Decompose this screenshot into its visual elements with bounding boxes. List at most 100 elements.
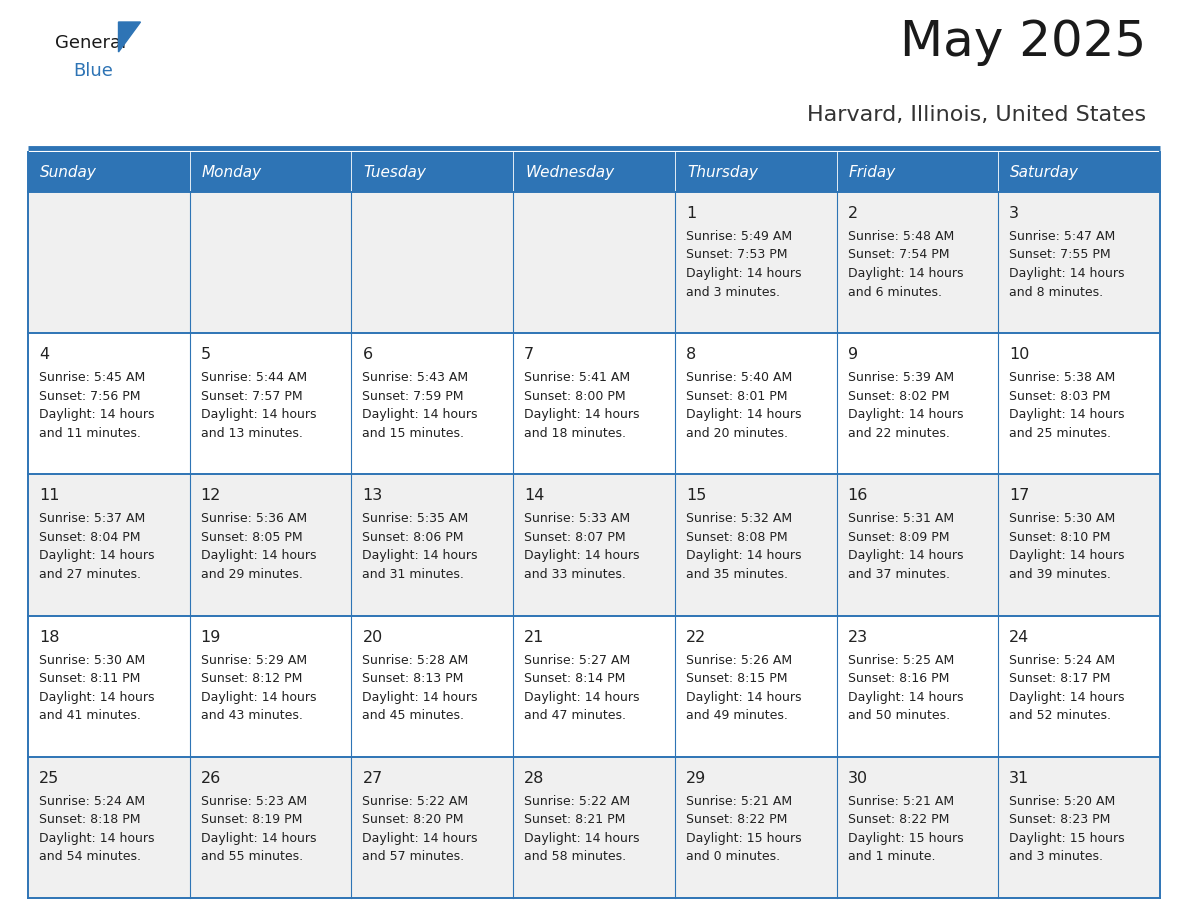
Text: and 33 minutes.: and 33 minutes.	[524, 568, 626, 581]
Bar	[836, 616, 998, 756]
Text: and 39 minutes.: and 39 minutes.	[1010, 568, 1111, 581]
Text: Daylight: 14 hours: Daylight: 14 hours	[201, 832, 316, 845]
Text: Sunrise: 5:48 AM: Sunrise: 5:48 AM	[847, 230, 954, 243]
Bar	[998, 616, 1159, 756]
Bar	[675, 475, 836, 616]
Text: Sunrise: 5:47 AM: Sunrise: 5:47 AM	[1010, 230, 1116, 243]
Text: Sunset: 8:22 PM: Sunset: 8:22 PM	[847, 813, 949, 826]
Text: and 3 minutes.: and 3 minutes.	[1010, 850, 1104, 863]
Bar	[675, 192, 836, 333]
Text: Daylight: 14 hours: Daylight: 14 hours	[847, 267, 963, 280]
Bar	[998, 192, 1159, 333]
Text: Sunset: 7:53 PM: Sunset: 7:53 PM	[685, 249, 788, 262]
Text: and 37 minutes.: and 37 minutes.	[847, 568, 949, 581]
Bar	[513, 333, 675, 475]
Text: Wednesday: Wednesday	[525, 164, 614, 180]
Text: Daylight: 14 hours: Daylight: 14 hours	[201, 549, 316, 563]
Text: Daylight: 14 hours: Daylight: 14 hours	[362, 690, 478, 703]
Text: Sunset: 8:00 PM: Sunset: 8:00 PM	[524, 390, 626, 403]
Text: Daylight: 15 hours: Daylight: 15 hours	[685, 832, 802, 845]
Bar	[836, 192, 998, 333]
Text: Sunset: 8:23 PM: Sunset: 8:23 PM	[1010, 813, 1111, 826]
Text: Thursday: Thursday	[687, 164, 758, 180]
Bar	[836, 475, 998, 616]
Bar	[675, 333, 836, 475]
Text: and 8 minutes.: and 8 minutes.	[1010, 285, 1104, 298]
Bar	[675, 152, 836, 192]
Text: 29: 29	[685, 771, 706, 786]
Text: 28: 28	[524, 771, 544, 786]
Text: Daylight: 14 hours: Daylight: 14 hours	[524, 549, 639, 563]
Bar	[190, 616, 352, 756]
Bar	[513, 475, 675, 616]
Bar	[190, 192, 352, 333]
Text: Daylight: 15 hours: Daylight: 15 hours	[1010, 832, 1125, 845]
Bar	[513, 152, 675, 192]
Text: 18: 18	[39, 630, 59, 644]
Text: Daylight: 14 hours: Daylight: 14 hours	[1010, 267, 1125, 280]
Text: Sunrise: 5:28 AM: Sunrise: 5:28 AM	[362, 654, 469, 666]
Text: Sunrise: 5:22 AM: Sunrise: 5:22 AM	[524, 795, 631, 808]
Text: 11: 11	[39, 488, 59, 503]
Text: Sunset: 8:04 PM: Sunset: 8:04 PM	[39, 531, 140, 543]
Text: and 43 minutes.: and 43 minutes.	[201, 709, 303, 722]
Text: 5: 5	[201, 347, 210, 363]
Text: Sunrise: 5:38 AM: Sunrise: 5:38 AM	[1010, 371, 1116, 385]
Text: Daylight: 14 hours: Daylight: 14 hours	[39, 409, 154, 421]
Bar	[513, 616, 675, 756]
Text: 4: 4	[39, 347, 49, 363]
Text: Daylight: 14 hours: Daylight: 14 hours	[39, 832, 154, 845]
Text: Sunrise: 5:29 AM: Sunrise: 5:29 AM	[201, 654, 307, 666]
Text: Sunset: 8:14 PM: Sunset: 8:14 PM	[524, 672, 626, 685]
Text: 3: 3	[1010, 206, 1019, 221]
Text: Sunrise: 5:37 AM: Sunrise: 5:37 AM	[39, 512, 145, 525]
Text: 1: 1	[685, 206, 696, 221]
Text: Sunset: 8:12 PM: Sunset: 8:12 PM	[201, 672, 302, 685]
Text: and 57 minutes.: and 57 minutes.	[362, 850, 465, 863]
Text: and 0 minutes.: and 0 minutes.	[685, 850, 781, 863]
Text: Daylight: 14 hours: Daylight: 14 hours	[362, 409, 478, 421]
Text: Sunset: 8:10 PM: Sunset: 8:10 PM	[1010, 531, 1111, 543]
Text: Sunset: 7:54 PM: Sunset: 7:54 PM	[847, 249, 949, 262]
Bar	[352, 756, 513, 898]
Text: and 15 minutes.: and 15 minutes.	[362, 427, 465, 440]
Text: Sunrise: 5:45 AM: Sunrise: 5:45 AM	[39, 371, 145, 385]
Text: Sunset: 8:22 PM: Sunset: 8:22 PM	[685, 813, 788, 826]
Text: Daylight: 14 hours: Daylight: 14 hours	[685, 690, 802, 703]
Bar	[513, 756, 675, 898]
Text: Daylight: 14 hours: Daylight: 14 hours	[847, 549, 963, 563]
Text: Daylight: 14 hours: Daylight: 14 hours	[362, 549, 478, 563]
Text: Tuesday: Tuesday	[364, 164, 426, 180]
Text: 19: 19	[201, 630, 221, 644]
Text: Sunrise: 5:22 AM: Sunrise: 5:22 AM	[362, 795, 468, 808]
Text: Friday: Friday	[848, 164, 896, 180]
Text: Sunset: 8:03 PM: Sunset: 8:03 PM	[1010, 390, 1111, 403]
Bar	[998, 475, 1159, 616]
Text: and 31 minutes.: and 31 minutes.	[362, 568, 465, 581]
Text: and 29 minutes.: and 29 minutes.	[201, 568, 303, 581]
Text: 31: 31	[1010, 771, 1030, 786]
Text: Saturday: Saturday	[1010, 164, 1079, 180]
Text: 10: 10	[1010, 347, 1030, 363]
Text: 2: 2	[847, 206, 858, 221]
Bar	[675, 616, 836, 756]
Text: Sunrise: 5:44 AM: Sunrise: 5:44 AM	[201, 371, 307, 385]
Text: Daylight: 14 hours: Daylight: 14 hours	[201, 690, 316, 703]
Text: and 27 minutes.: and 27 minutes.	[39, 568, 141, 581]
Text: May 2025: May 2025	[899, 18, 1146, 66]
Text: 14: 14	[524, 488, 544, 503]
Text: Sunrise: 5:33 AM: Sunrise: 5:33 AM	[524, 512, 631, 525]
Text: Sunrise: 5:32 AM: Sunrise: 5:32 AM	[685, 512, 792, 525]
Text: and 11 minutes.: and 11 minutes.	[39, 427, 141, 440]
Bar	[29, 152, 190, 192]
Text: Sunset: 8:09 PM: Sunset: 8:09 PM	[847, 531, 949, 543]
Text: Daylight: 15 hours: Daylight: 15 hours	[847, 832, 963, 845]
Text: Daylight: 14 hours: Daylight: 14 hours	[1010, 690, 1125, 703]
Bar	[29, 475, 190, 616]
Text: Sunset: 8:07 PM: Sunset: 8:07 PM	[524, 531, 626, 543]
Bar	[29, 616, 190, 756]
Text: Sunset: 8:19 PM: Sunset: 8:19 PM	[201, 813, 302, 826]
Text: 24: 24	[1010, 630, 1030, 644]
Text: and 45 minutes.: and 45 minutes.	[362, 709, 465, 722]
Text: Sunset: 8:16 PM: Sunset: 8:16 PM	[847, 672, 949, 685]
